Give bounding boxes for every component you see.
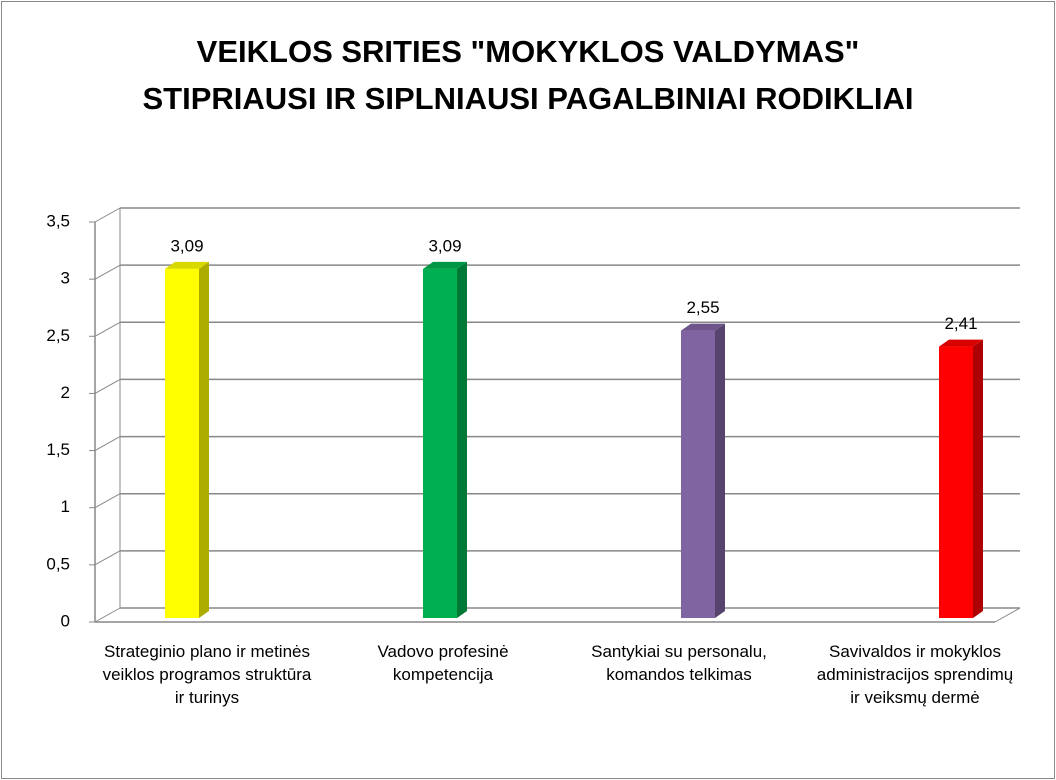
bar	[165, 268, 199, 618]
bar-side	[199, 261, 209, 618]
y-tick-label: 2,5	[46, 326, 70, 345]
data-label: 3,09	[428, 236, 461, 255]
grid-line	[94, 264, 121, 280]
x-tick-label: Santykiai su personalu, komandos telkima…	[591, 642, 767, 684]
y-tick-label: 3,5	[46, 211, 70, 230]
y-tick-label: 0,5	[46, 554, 70, 573]
x-tick-label: Savivaldos ir mokyklos administracijos s…	[816, 642, 1014, 707]
chart-title: VEIKLOS SRITIES "MOKYKLOS VALDYMAS" STIP…	[142, 34, 914, 116]
bar-top	[681, 323, 725, 331]
floor-side	[994, 607, 1021, 623]
y-tick-label: 2	[61, 383, 70, 402]
data-label: 3,09	[170, 236, 203, 255]
bar-side	[973, 339, 983, 618]
grid-line	[94, 607, 121, 623]
y-tick-label: 1,5	[46, 440, 70, 459]
grid-line	[94, 436, 121, 452]
data-label: 2,55	[686, 298, 719, 317]
x-tick-label: Strateginio plano ir metinės veiklos pro…	[102, 642, 312, 707]
y-tick-label: 1	[61, 497, 70, 516]
bar	[423, 268, 457, 618]
bar-top	[423, 261, 467, 269]
bar-side	[457, 261, 467, 618]
bar	[681, 330, 715, 618]
bar-top	[165, 261, 209, 269]
x-tick-label: Vadovo profesinė kompetencija	[377, 642, 509, 684]
bar-top	[939, 339, 983, 347]
grid-line	[94, 493, 121, 509]
grid-line	[94, 378, 121, 394]
grid-line	[94, 550, 121, 566]
grid-line	[94, 207, 121, 223]
bar	[939, 346, 973, 618]
data-label: 2,41	[944, 314, 977, 333]
bar-side	[715, 323, 725, 618]
grid-line	[94, 321, 121, 337]
y-tick-label: 0	[61, 611, 70, 630]
y-tick-label: 3	[61, 269, 70, 288]
